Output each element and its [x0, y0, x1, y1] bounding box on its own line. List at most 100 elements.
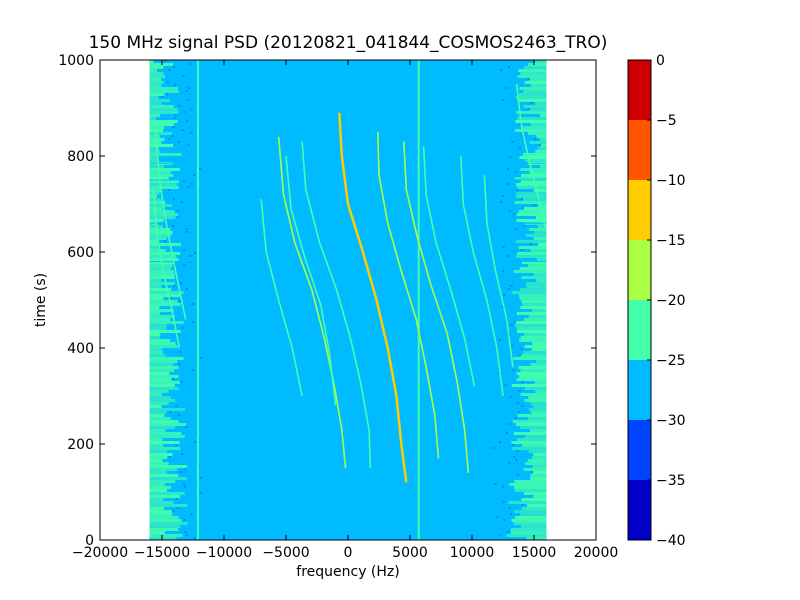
edge-noise-left: [149, 84, 162, 87]
edge-noise-speck: [521, 504, 524, 506]
edge-noise-speck: [515, 171, 518, 173]
edge-noise-right: [514, 489, 547, 492]
edge-noise-speck: [507, 183, 510, 185]
edge-noise-speck: [502, 486, 505, 488]
edge-noise-speck: [182, 75, 185, 77]
edge-noise-left: [149, 345, 178, 348]
edge-noise-right: [517, 99, 547, 102]
colorbar-segment: [628, 360, 651, 420]
edge-noise-speck: [514, 321, 517, 323]
edge-noise-right: [532, 465, 547, 468]
edge-noise-left: [149, 123, 174, 126]
edge-noise-left: [149, 258, 179, 261]
edge-noise-left: [149, 405, 162, 408]
edge-noise-left: [149, 321, 184, 324]
edge-noise-left: [149, 348, 163, 351]
edge-noise-speck: [176, 216, 179, 218]
edge-noise-speck: [509, 156, 512, 158]
edge-noise-right: [540, 138, 547, 141]
edge-noise-left: [149, 459, 163, 462]
edge-noise-left: [149, 510, 172, 513]
edge-noise-left: [149, 477, 188, 480]
colorbar-segment: [628, 120, 651, 180]
edge-noise-right: [525, 282, 547, 285]
edge-noise-left: [149, 339, 170, 342]
edge-noise-right: [536, 135, 547, 138]
edge-noise-speck: [191, 369, 194, 371]
edge-noise-right: [531, 411, 547, 414]
edge-noise-left: [149, 360, 178, 363]
edge-noise-speck: [194, 441, 197, 443]
edge-noise-right: [539, 114, 547, 117]
edge-noise-left: [149, 99, 170, 102]
edge-noise-speck: [502, 195, 505, 197]
edge-noise-speck: [183, 249, 186, 251]
edge-noise-right: [538, 204, 547, 207]
edge-noise-right: [518, 69, 547, 72]
edge-noise-right: [533, 189, 547, 192]
edge-noise-left: [149, 216, 176, 219]
y-tick-label: 600: [67, 245, 94, 261]
edge-noise-right: [516, 372, 547, 375]
edge-noise-left: [149, 207, 163, 210]
edge-noise-right: [520, 168, 547, 171]
edge-noise-left: [149, 456, 168, 459]
edge-noise-speck: [191, 321, 194, 323]
colorbar-tick-label: −35: [656, 473, 686, 489]
edge-noise-left: [149, 417, 172, 420]
edge-noise-speck: [518, 390, 521, 392]
edge-noise-speck: [502, 246, 505, 248]
edge-noise-right: [512, 420, 547, 423]
edge-noise-speck: [520, 249, 523, 251]
edge-noise-right: [524, 159, 547, 162]
edge-noise-speck: [521, 381, 524, 383]
edge-noise-left: [149, 96, 159, 99]
edge-noise-left: [149, 507, 164, 510]
edge-noise-speck: [166, 93, 169, 95]
edge-noise-left: [149, 180, 180, 183]
edge-noise-left: [149, 402, 169, 405]
edge-noise-speck: [191, 303, 194, 305]
edge-noise-right: [508, 501, 547, 504]
edge-noise-right: [518, 246, 547, 249]
edge-noise-left: [149, 144, 174, 147]
edge-noise-speck: [514, 417, 517, 419]
edge-noise-left: [149, 117, 156, 120]
edge-noise-right: [523, 105, 547, 108]
x-tick-label: −20000: [72, 545, 128, 561]
colorbar-segment: [628, 60, 651, 120]
edge-noise-speck: [523, 225, 526, 227]
edge-noise-right: [515, 423, 547, 426]
edge-noise-left: [149, 228, 171, 231]
edge-noise-speck: [498, 372, 501, 374]
edge-noise-right: [540, 165, 547, 168]
edge-noise-speck: [185, 231, 188, 233]
edge-noise-speck: [176, 507, 179, 509]
edge-noise-right: [517, 414, 547, 417]
edge-noise-speck: [506, 255, 509, 257]
edge-noise-speck: [517, 474, 520, 476]
edge-noise-left: [149, 186, 179, 189]
y-axis-label: time (s): [33, 273, 49, 327]
edge-noise-right: [516, 213, 547, 216]
edge-noise-right: [526, 285, 547, 288]
edge-noise-right: [536, 279, 547, 282]
edge-noise-right: [525, 234, 547, 237]
edge-noise-speck: [183, 483, 186, 485]
edge-noise-left: [149, 387, 179, 390]
edge-noise-right: [522, 153, 547, 156]
edge-noise-right: [534, 381, 547, 384]
edge-noise-right: [519, 288, 547, 291]
colorbar-tick-label: −25: [656, 353, 686, 369]
edge-noise-right: [515, 192, 547, 195]
edge-noise-speck: [502, 270, 505, 272]
edge-noise-right: [530, 474, 547, 477]
edge-noise-right: [530, 363, 547, 366]
edge-noise-left: [149, 279, 162, 282]
edge-noise-right: [516, 240, 547, 243]
edge-noise-speck: [508, 423, 511, 425]
edge-noise-right: [524, 333, 547, 336]
edge-noise-left: [149, 183, 177, 186]
edge-noise-speck: [510, 285, 513, 287]
edge-noise-speck: [500, 69, 503, 71]
